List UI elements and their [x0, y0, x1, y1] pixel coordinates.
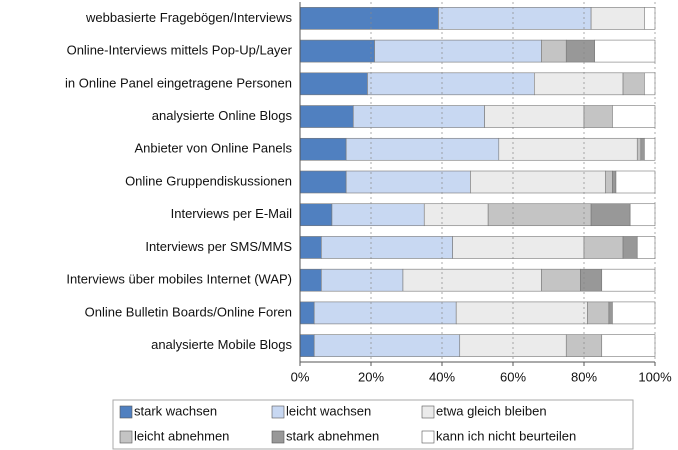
bar-segment — [644, 137, 656, 161]
bar-segment — [612, 170, 617, 194]
bar-segment — [640, 137, 645, 161]
bar-segment — [644, 72, 656, 96]
category-label: analysierte Mobile Blogs — [151, 337, 292, 352]
bar-segment — [299, 137, 347, 161]
x-tick-label: 60% — [500, 369, 526, 384]
bar-segment — [438, 7, 592, 30]
bar-segment — [601, 268, 656, 292]
bar-segment — [367, 72, 535, 96]
bar-segment — [299, 170, 347, 194]
bar-segment — [299, 203, 333, 227]
bar-segment — [636, 236, 656, 259]
bar-segment — [299, 105, 354, 128]
category-label: Online-Interviews mittels Pop-Up/Layer — [67, 43, 293, 58]
bar-segment — [299, 39, 375, 63]
legend-swatch — [271, 430, 285, 444]
bar-segment — [622, 72, 645, 96]
bar-segment — [299, 334, 315, 357]
bar-segment — [313, 301, 457, 325]
bar-segment — [345, 170, 471, 194]
legend-label: leicht wachsen — [286, 403, 371, 418]
bar-segment — [590, 7, 645, 30]
bar-segment — [580, 268, 603, 292]
category-label: Anbieter von Online Panels — [134, 141, 292, 156]
legend-swatch — [421, 430, 435, 444]
category-label: Interviews per SMS/MMS — [145, 239, 292, 254]
bar-segment — [541, 268, 581, 292]
bar-segment — [345, 137, 500, 161]
bar-segment — [423, 203, 489, 227]
category-label: analysierte Online Blogs — [152, 108, 293, 123]
x-tick-label: 80% — [571, 369, 597, 384]
bar-segment — [590, 203, 631, 227]
legend-swatch — [119, 430, 133, 444]
legend-label: etwa gleich bleiben — [436, 403, 547, 418]
x-tick-label: 0% — [291, 369, 310, 384]
legend-label: stark wachsen — [134, 403, 217, 418]
bar-segment — [299, 72, 368, 96]
bar-segment — [313, 334, 461, 357]
bar-segment — [601, 334, 656, 357]
legend-label: leicht abnehmen — [134, 428, 229, 443]
legend-label: stark abnehmen — [286, 428, 379, 443]
bar-segment — [622, 236, 638, 259]
bar-segment — [299, 236, 322, 259]
category-label: Interviews per E-Mail — [171, 206, 292, 221]
bar-segment — [583, 105, 613, 128]
legend-label: kann ich nicht beurteilen — [436, 428, 576, 443]
bar-segment — [629, 203, 656, 227]
bar-segment — [331, 203, 425, 227]
bar-segment — [594, 39, 656, 63]
category-label: Online Gruppendiskussionen — [125, 173, 292, 188]
bar-segment — [565, 39, 595, 63]
bar-segment — [644, 7, 656, 30]
x-tick-label: 40% — [429, 369, 455, 384]
bar-segment — [612, 301, 656, 325]
bar-segment — [352, 105, 485, 128]
bar-segment — [320, 236, 453, 259]
bar-segment — [299, 301, 315, 325]
bar-segment — [541, 39, 567, 63]
category-label: in Online Panel eingetragene Personen — [65, 75, 292, 90]
bar-segment — [498, 137, 638, 161]
bar-segment — [615, 170, 656, 194]
bar-segment — [612, 105, 656, 128]
bar-segment — [452, 236, 585, 259]
bar-segment — [587, 301, 610, 325]
bar-segment — [604, 170, 613, 194]
bar-segment — [299, 7, 439, 30]
bar-segment — [455, 301, 588, 325]
legend-swatch — [119, 405, 133, 419]
bar-segment — [533, 72, 624, 96]
x-tick-label: 100% — [638, 369, 672, 384]
category-label: Online Bulletin Boards/Online Foren — [85, 304, 292, 319]
bar-segment — [470, 170, 606, 194]
x-tick-label: 20% — [358, 369, 384, 384]
legend-swatch — [271, 405, 285, 419]
legend-frame — [112, 399, 634, 450]
bar-segment — [374, 39, 542, 63]
bar-segment — [636, 137, 642, 161]
bar-segment — [487, 203, 592, 227]
bar-segment — [402, 268, 542, 292]
bar-segment — [320, 268, 404, 292]
bar-segment — [583, 236, 624, 259]
legend-swatch — [421, 405, 435, 419]
bar-segment — [608, 301, 613, 325]
category-label: webbasierte Fragebögen/Interviews — [85, 10, 292, 25]
bar-segment — [484, 105, 585, 128]
category-label: Interviews über mobiles Internet (WAP) — [66, 272, 292, 287]
bar-segment — [299, 268, 322, 292]
